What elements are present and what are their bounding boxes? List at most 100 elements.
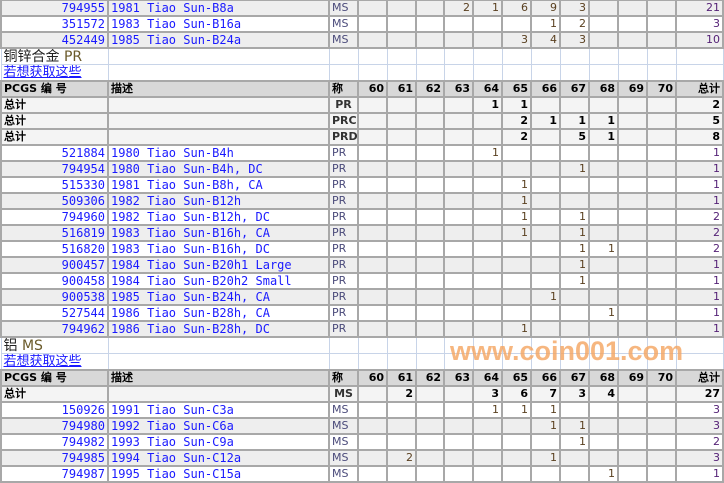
coin-description-link[interactable]: 1980 Tiao Sun-B4h — [107, 144, 330, 162]
grade-count-60 — [357, 15, 388, 33]
pcgs-number-link[interactable]: 794980 — [0, 417, 109, 435]
coin-description-link[interactable]: 1992 Tiao Sun-C6a — [107, 417, 330, 435]
row-total: 3 — [675, 401, 724, 419]
grade-count-62 — [415, 224, 445, 242]
pcgs-number-link[interactable]: 900457 — [0, 256, 109, 274]
grade-count-70 — [646, 192, 677, 210]
coin-description-link[interactable]: 1985 Tiao Sun-B24h, CA — [107, 288, 330, 306]
get-these-link[interactable]: 若想获取这些 — [0, 353, 109, 371]
coin-description-link[interactable]: 1983 Tiao Sun-B16h, CA — [107, 224, 330, 242]
pcgs-number-link[interactable]: 452449 — [0, 31, 109, 49]
coin-description-link[interactable]: 1980 Tiao Sun-B4h, DC — [107, 160, 330, 178]
get-these-link[interactable]: 若想获取这些 — [0, 64, 109, 82]
pcgs-number-link[interactable]: 794982 — [0, 433, 109, 451]
grade-count-67: 1 — [559, 417, 590, 435]
grade-count-67: 1 — [559, 272, 590, 290]
grade-count-64 — [472, 288, 503, 306]
coin-description-link[interactable]: 1995 Tiao Sun-C15a — [107, 465, 330, 483]
coin-description-link[interactable]: 1994 Tiao Sun-C12a — [107, 449, 330, 467]
coin-description-link[interactable]: 1984 Tiao Sun-B20h1 Large — [107, 256, 330, 274]
total-count-70 — [646, 96, 677, 114]
coin-description-link[interactable]: 1983 Tiao Sun-B16a — [107, 15, 330, 33]
pcgs-number-link[interactable]: 150926 — [0, 401, 109, 419]
pcgs-number-link[interactable]: 509306 — [0, 192, 109, 210]
coin-description-link[interactable]: 1985 Tiao Sun-B24a — [107, 31, 330, 49]
row-total: 10 — [675, 31, 724, 49]
grade-count-65: 1 — [501, 401, 532, 419]
grade-count-67 — [559, 144, 590, 162]
pcgs-number-link[interactable]: 794954 — [0, 160, 109, 178]
grade-count-65: 1 — [501, 176, 532, 194]
pcgs-number-link[interactable]: 794985 — [0, 449, 109, 467]
empty-cell — [107, 385, 330, 403]
total-count-65: 6 — [501, 385, 532, 403]
coin-description-link[interactable]: 1981 Tiao Sun-B8a — [107, 0, 330, 17]
pcgs-number-link[interactable]: 351572 — [0, 15, 109, 33]
empty-cell — [588, 353, 619, 371]
empty-cell — [675, 47, 724, 65]
empty-cell — [357, 47, 388, 65]
grade-count-60 — [357, 224, 388, 242]
empty-cell — [588, 64, 619, 82]
pcgs-number-link[interactable]: 794962 — [0, 320, 109, 338]
grade-count-61 — [386, 208, 417, 226]
row-total: 1 — [675, 192, 724, 210]
total-count-60 — [357, 96, 388, 114]
total-count-60 — [357, 128, 388, 146]
empty-cell — [675, 336, 724, 354]
coin-description-link[interactable]: 1986 Tiao Sun-B28h, DC — [107, 320, 330, 338]
coin-description-link[interactable]: 1986 Tiao Sun-B28h, CA — [107, 304, 330, 322]
empty-cell — [107, 64, 330, 82]
grade-count-68 — [588, 272, 619, 290]
pcgs-number-link[interactable]: 516820 — [0, 240, 109, 258]
grade-count-70 — [646, 304, 677, 322]
table-row: 521884 1980 Tiao Sun-B4h PR 1 1 — [0, 144, 724, 162]
empty-cell — [107, 353, 330, 371]
grade-count-63 — [443, 192, 474, 210]
grade-count-60 — [357, 288, 388, 306]
pcgs-number-link[interactable]: 900538 — [0, 288, 109, 306]
pcgs-number-link[interactable]: 794955 — [0, 0, 109, 17]
total-count-70 — [646, 128, 677, 146]
row-total: 3 — [675, 449, 724, 467]
coin-description-link[interactable]: 1982 Tiao Sun-B12h, DC — [107, 208, 330, 226]
grade-count-68 — [588, 256, 619, 274]
grade-count-60 — [357, 192, 388, 210]
grade-count-62 — [415, 320, 445, 338]
pcgs-number-link[interactable]: 521884 — [0, 144, 109, 162]
pcgs-number-link[interactable]: 900458 — [0, 272, 109, 290]
grade-count-64 — [472, 15, 503, 33]
row-total: 2 — [675, 208, 724, 226]
designation: PR — [328, 176, 359, 194]
total-count-68: 4 — [588, 385, 619, 403]
row-total: 1 — [675, 272, 724, 290]
grade-count-63 — [443, 304, 474, 322]
grade-count-70 — [646, 240, 677, 258]
grade-count-70 — [646, 144, 677, 162]
grade-count-62 — [415, 176, 445, 194]
pcgs-number-link[interactable]: 794960 — [0, 208, 109, 226]
coin-description-link[interactable]: 1982 Tiao Sun-B12h — [107, 192, 330, 210]
coin-description-link[interactable]: 1981 Tiao Sun-B8h, CA — [107, 176, 330, 194]
header-designation: 称 — [328, 80, 359, 98]
coin-description-link[interactable]: 1984 Tiao Sun-B20h2 Small — [107, 272, 330, 290]
total-count-61 — [386, 112, 417, 130]
empty-cell — [530, 64, 561, 82]
pcgs-number-link[interactable]: 794987 — [0, 465, 109, 483]
empty-cell — [386, 64, 417, 82]
grade-count-67 — [559, 304, 590, 322]
pcgs-number-link[interactable]: 515330 — [0, 176, 109, 194]
grade-count-69 — [617, 320, 648, 338]
table-row: 900538 1985 Tiao Sun-B24h, CA PR 1 1 — [0, 288, 724, 306]
grand-total: 8 — [675, 128, 724, 146]
coin-description-link[interactable]: 1991 Tiao Sun-C3a — [107, 401, 330, 419]
coin-description-link[interactable]: 1993 Tiao Sun-C9a — [107, 433, 330, 451]
grade-count-60 — [357, 160, 388, 178]
empty-cell — [675, 353, 724, 371]
grade-count-64 — [472, 176, 503, 194]
empty-cell — [530, 47, 561, 65]
grade-count-66 — [530, 192, 561, 210]
pcgs-number-link[interactable]: 527544 — [0, 304, 109, 322]
pcgs-number-link[interactable]: 516819 — [0, 224, 109, 242]
coin-description-link[interactable]: 1983 Tiao Sun-B16h, DC — [107, 240, 330, 258]
